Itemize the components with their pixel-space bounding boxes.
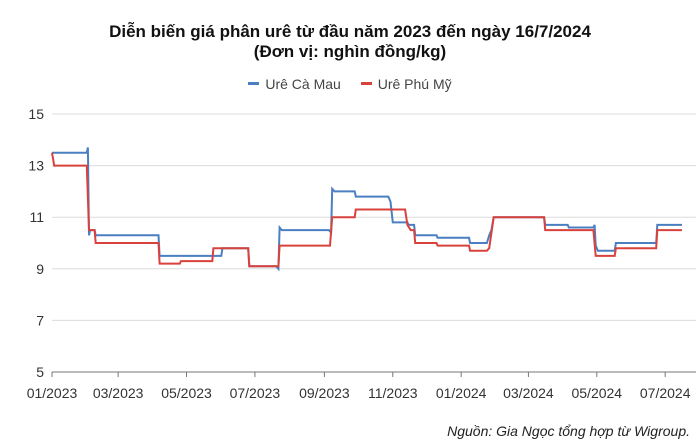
x-tick-label-9: 07/2024 bbox=[640, 385, 691, 401]
legend-swatch-phu-my bbox=[360, 82, 372, 85]
series-line-phu-my bbox=[51, 152, 682, 268]
x-tick-label-5: 11/2023 bbox=[368, 385, 418, 401]
legend: Urê Cà Mau Urê Phú Mỹ bbox=[0, 72, 700, 92]
y-tick-label-13: 13 bbox=[28, 158, 44, 174]
x-tick-label-2: 05/2023 bbox=[161, 385, 212, 401]
legend-label-ca-mau: Urê Cà Mau bbox=[265, 75, 341, 92]
x-tick-label-4: 09/2023 bbox=[299, 385, 350, 401]
legend-swatch-ca-mau bbox=[248, 82, 260, 85]
y-tick-label-5: 5 bbox=[36, 364, 44, 380]
y-tick-label-7: 7 bbox=[36, 312, 44, 328]
x-tick-label-3: 07/2023 bbox=[230, 385, 281, 401]
chart-title: Diễn biến giá phân urê từ đầu năm 2023 đ… bbox=[109, 22, 591, 41]
x-tick-label-1: 03/2023 bbox=[93, 385, 144, 401]
x-tick-label-8: 05/2024 bbox=[571, 385, 622, 401]
x-tick-label-0: 01/2023 bbox=[27, 385, 78, 401]
source-note: Nguồn: Gia Ngọc tổng hợp từ Wigroup. bbox=[447, 423, 690, 439]
series-line-ca-mau bbox=[52, 147, 682, 272]
y-tick-label-15: 15 bbox=[28, 106, 44, 122]
y-tick-label-9: 9 bbox=[36, 261, 44, 277]
legend-item-phu-my: Urê Phú Mỹ bbox=[360, 75, 452, 92]
chart-subtitle: (Đơn vị: nghìn đồng/kg) bbox=[253, 42, 447, 61]
x-tick-label-7: 03/2024 bbox=[503, 385, 554, 401]
legend-item-ca-mau: Urê Cà Mau bbox=[248, 75, 341, 92]
y-tick-label-11: 11 bbox=[29, 209, 44, 225]
legend-label-phu-my: Urê Phú Mỹ bbox=[377, 75, 452, 92]
x-tick-label-6: 01/2024 bbox=[436, 385, 487, 401]
